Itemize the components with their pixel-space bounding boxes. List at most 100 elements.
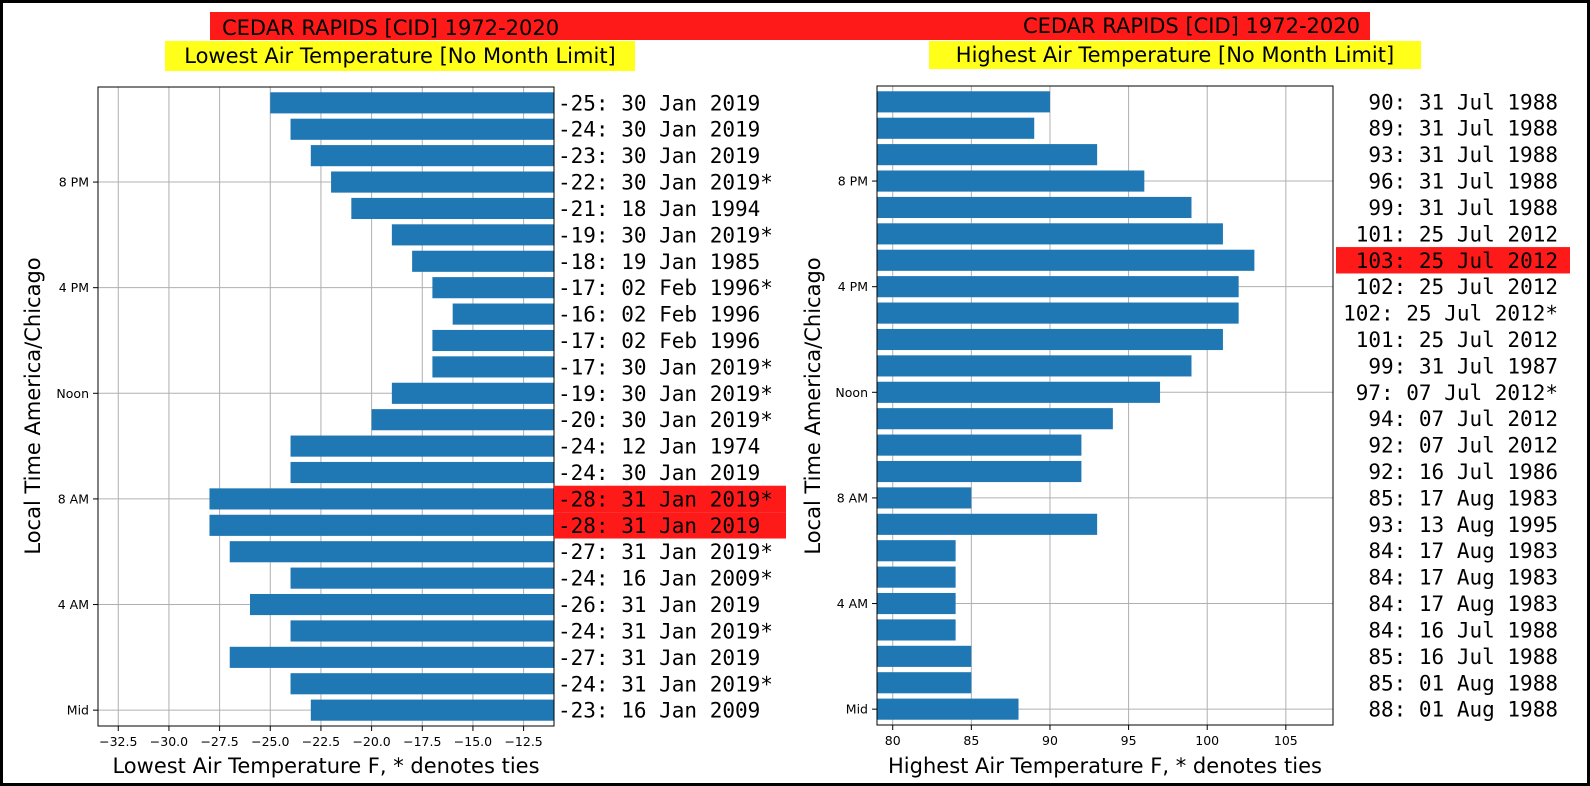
row-value-label: 85: 17 Aug 1983	[1368, 486, 1558, 510]
left-chart-subtitle: Lowest Air Temperature [No Month Limit]	[184, 44, 616, 68]
row-value-label: -24: 12 Jan 1974	[558, 435, 760, 459]
row-value-label: -19: 30 Jan 2019*	[558, 223, 773, 247]
bar	[351, 197, 554, 220]
right-y-axis-label: Local Time America/Chicago	[801, 257, 825, 554]
bar	[877, 408, 1113, 430]
row-value-label: -24: 31 Jan 2019*	[558, 672, 773, 696]
row-value-label: -23: 30 Jan 2019	[558, 144, 760, 168]
x-tick-label: −27.5	[200, 734, 238, 749]
bar	[432, 277, 554, 299]
row-value-label: -25: 30 Jan 2019	[558, 91, 760, 115]
x-tick-label: −30.0	[150, 734, 188, 749]
row-label-highlight	[1336, 247, 1570, 274]
bar	[877, 698, 1019, 720]
left-bars	[209, 92, 554, 721]
bar	[391, 382, 554, 404]
x-tick-label: 100	[1195, 733, 1219, 748]
row-value-label: 85: 01 Aug 1988	[1368, 671, 1558, 695]
row-value-label: -24: 30 Jan 2019	[558, 461, 760, 485]
bar	[877, 672, 972, 694]
right-plot-frame	[876, 85, 1334, 726]
row-value-label: -28: 31 Jan 2019	[558, 514, 760, 538]
row-value-label: 84: 17 Aug 1983	[1368, 566, 1558, 590]
row-value-label: 84: 17 Aug 1983	[1368, 539, 1558, 563]
x-tick-label: 105	[1274, 733, 1298, 748]
row-value-label: 93: 31 Jul 1988	[1368, 143, 1558, 167]
row-value-label: 94: 07 Jul 2012	[1368, 407, 1558, 431]
bar	[371, 409, 554, 431]
y-tick-label: 8 PM	[838, 174, 868, 189]
y-tick-label: Mid	[846, 702, 868, 717]
row-value-label: 84: 16 Jul 1988	[1368, 618, 1558, 642]
row-value-label: 90: 31 Jul 1988	[1368, 90, 1558, 114]
bar	[452, 303, 554, 325]
bar	[310, 699, 554, 721]
row-value-label: -18: 19 Jan 1985	[558, 250, 760, 274]
title-band	[210, 12, 1370, 40]
left-x-axis-label: Lowest Air Temperature F, * denotes ties	[112, 754, 539, 778]
y-tick-label: Mid	[67, 703, 89, 718]
row-value-label: -28: 31 Jan 2019*	[558, 487, 773, 511]
row-value-label: -20: 30 Jan 2019*	[558, 408, 773, 432]
row-value-label: -24: 31 Jan 2019*	[558, 619, 773, 643]
row-value-label: -27: 31 Jan 2019	[558, 646, 760, 670]
row-value-label: 92: 07 Jul 2012	[1368, 434, 1558, 458]
right-gridlines	[877, 86, 1333, 725]
bar	[229, 541, 554, 563]
left-plot-frame	[97, 86, 555, 727]
right-chart-subtitle: Highest Air Temperature [No Month Limit]	[956, 43, 1394, 67]
left-chart-title: CEDAR RAPIDS [CID] 1972-2020	[222, 16, 559, 40]
x-tick-label: 95	[1121, 733, 1137, 748]
x-tick-label: −17.5	[403, 734, 441, 749]
row-value-label: 102: 25 Jul 2012*	[1343, 302, 1558, 326]
right-y-ticks: Mid 4 AM 8 AM Noon 4 PM 8 PM	[835, 174, 877, 717]
row-label-highlight	[554, 485, 786, 513]
row-value-label: -16: 02 Feb 1996	[558, 303, 760, 327]
bar	[391, 224, 554, 246]
left-chart-panel: −32.5 −30.0 −27.5 −25.0 −22.5 −20.0 −17.5 −15.0…	[21, 86, 786, 778]
x-tick-label: −20.0	[352, 734, 390, 749]
bar	[270, 92, 554, 114]
bar	[877, 381, 1161, 403]
bar	[877, 223, 1223, 245]
y-tick-label: 8 PM	[59, 175, 89, 190]
row-value-label: 102: 25 Jul 2012	[1356, 275, 1558, 299]
row-value-label: -24: 16 Jan 2009*	[558, 567, 773, 591]
row-value-label: 101: 25 Jul 2012	[1356, 222, 1558, 246]
right-subtitle-band	[929, 41, 1421, 69]
y-tick-label: 4 PM	[59, 280, 89, 295]
bar	[331, 171, 554, 193]
row-value-label: 101: 25 Jul 2012	[1356, 328, 1558, 352]
y-tick-label: Noon	[835, 385, 868, 400]
row-value-label: -17: 02 Feb 1996	[558, 329, 760, 353]
right-x-ticks: 80 85 90 95 100 105	[885, 725, 1298, 748]
right-bars	[877, 91, 1255, 720]
row-label-highlight	[554, 512, 786, 539]
row-value-label: 93: 13 Aug 1995	[1368, 513, 1558, 537]
bar	[877, 91, 1050, 113]
bar	[877, 513, 1098, 535]
row-value-label: -27: 31 Jan 2019*	[558, 540, 773, 564]
bar	[432, 329, 554, 352]
y-tick-label: 4 PM	[838, 279, 868, 294]
bar	[209, 488, 554, 510]
bar	[290, 435, 554, 457]
bar	[877, 249, 1255, 271]
bar	[877, 487, 972, 509]
right-chart-title: CEDAR RAPIDS [CID] 1972-2020	[1023, 14, 1360, 38]
bar	[290, 620, 554, 642]
bar	[250, 593, 554, 616]
row-value-label: 103: 25 Jul 2012	[1356, 249, 1558, 273]
bar	[432, 356, 554, 378]
row-value-label: 92: 16 Jul 1986	[1368, 460, 1558, 484]
row-value-label: -17: 30 Jan 2019*	[558, 355, 773, 379]
left-subtitle-band	[165, 41, 635, 71]
bar	[877, 434, 1082, 456]
x-tick-label: −22.5	[302, 734, 340, 749]
left-y-ticks: Mid 4 AM 8 AM Noon 4 PM 8 PM	[56, 175, 98, 718]
y-tick-label: 8 AM	[58, 491, 89, 506]
y-tick-label: 4 AM	[58, 597, 89, 612]
